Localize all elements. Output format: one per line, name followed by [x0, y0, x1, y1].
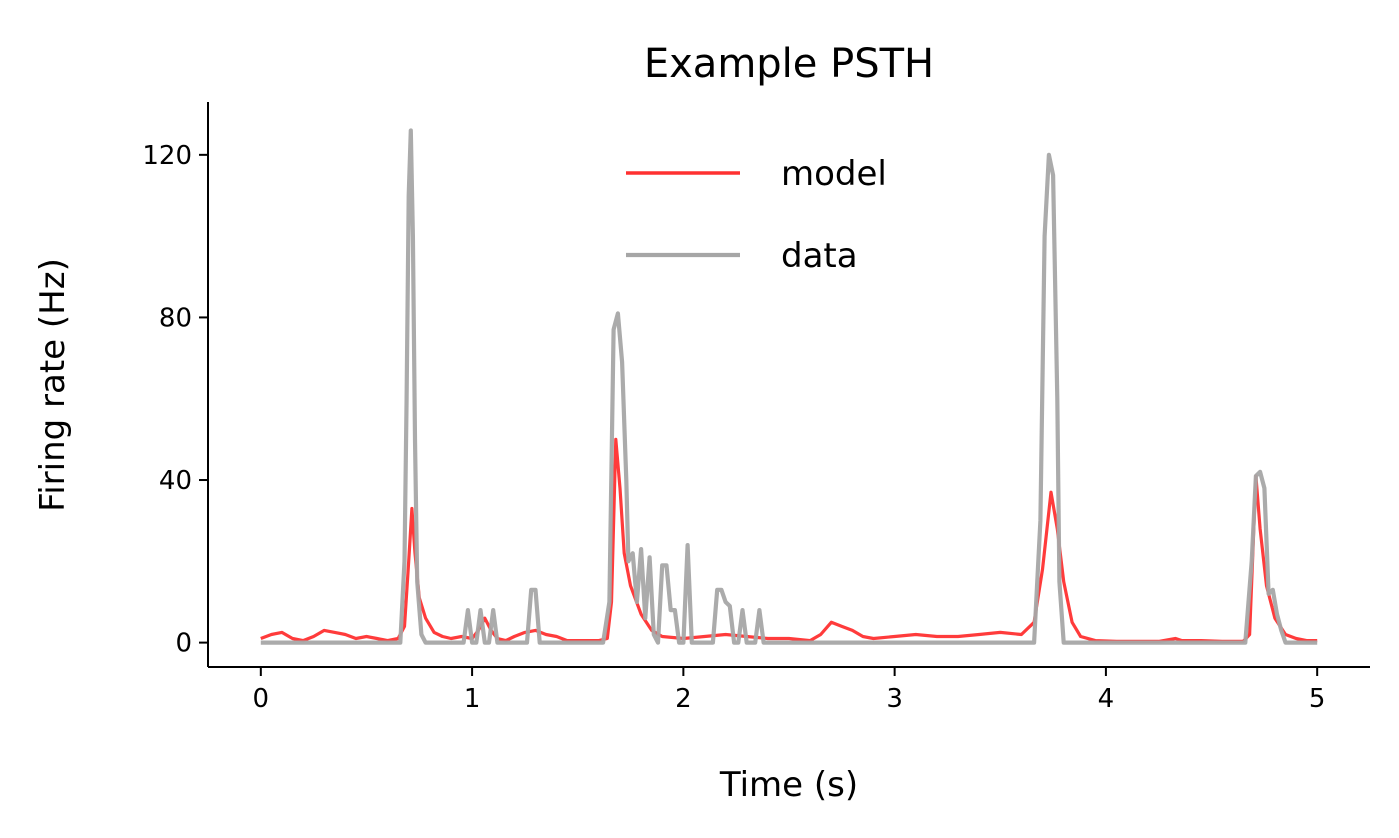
series-lines — [260, 128, 1318, 645]
axes — [207, 102, 1370, 668]
series-line-data — [260, 128, 1318, 645]
x-tick-label: 4 — [1098, 684, 1115, 714]
legend-label-data: data — [781, 236, 858, 276]
x-tick-label: 0 — [253, 684, 270, 714]
y-axis-label: Firing rate (Hz) — [33, 258, 73, 512]
x-tick-label: 1 — [464, 684, 481, 714]
y-tick-label: 120 — [142, 141, 192, 171]
legend-label-model: model — [781, 154, 887, 194]
x-tick-label: 2 — [675, 684, 692, 714]
tick-labels: 0 1 2 3 4 5 0 40 80 120 — [142, 141, 1325, 714]
y-tick-label: 0 — [175, 629, 192, 659]
x-tick-label: 3 — [886, 684, 903, 714]
y-tick-label: 80 — [159, 303, 192, 333]
chart-title: Example PSTH — [644, 41, 934, 87]
x-axis-label: Time (s) — [719, 765, 858, 805]
legend: model data — [626, 154, 887, 276]
y-tick-label: 40 — [159, 466, 192, 496]
x-tick-label: 5 — [1309, 684, 1326, 714]
